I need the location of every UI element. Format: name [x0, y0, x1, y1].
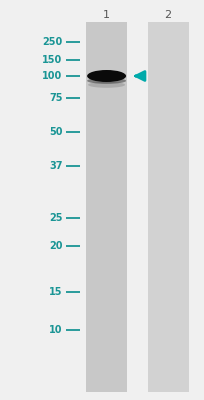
Text: 50: 50: [49, 127, 62, 137]
Text: 2: 2: [164, 10, 171, 20]
Bar: [147, 22, 188, 392]
Text: 150: 150: [42, 55, 62, 65]
Text: 250: 250: [42, 37, 62, 47]
Text: 75: 75: [49, 93, 62, 103]
Text: 100: 100: [42, 71, 62, 81]
Text: 10: 10: [49, 325, 62, 335]
Text: 25: 25: [49, 213, 62, 223]
Text: 20: 20: [49, 241, 62, 251]
Bar: [86, 22, 126, 392]
Text: 1: 1: [103, 10, 110, 20]
Ellipse shape: [87, 78, 125, 84]
Text: 15: 15: [49, 287, 62, 297]
Ellipse shape: [87, 70, 125, 82]
Ellipse shape: [88, 82, 124, 88]
Text: 37: 37: [49, 161, 62, 171]
